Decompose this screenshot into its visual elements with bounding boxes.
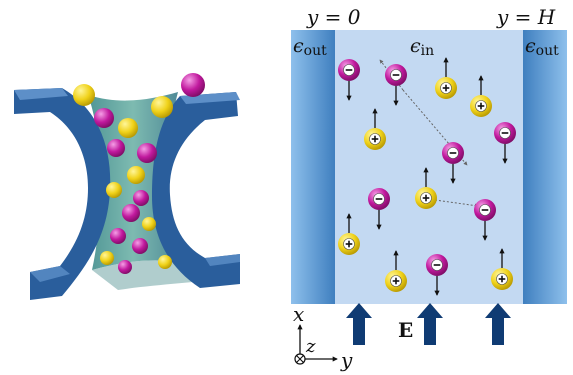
cation-ion <box>364 108 386 150</box>
coordinate-axes <box>294 324 338 365</box>
anion-ion <box>338 59 360 101</box>
pore-wall-right <box>152 92 240 288</box>
label-y-zero: y = 0 <box>307 5 361 29</box>
cation-ion <box>435 57 457 99</box>
anion-ion <box>442 142 464 184</box>
wall-right <box>523 30 567 304</box>
label-eps-out-left: ϵout <box>293 35 327 59</box>
label-eps-in: ϵin <box>410 35 435 59</box>
cation-ion <box>385 250 407 292</box>
label-axis-y: y <box>341 348 353 372</box>
cation-ion <box>491 248 513 290</box>
wall-left <box>291 30 335 304</box>
pore-illustration <box>14 73 240 300</box>
channel-schematic <box>291 30 567 365</box>
field-arrow-3 <box>485 303 511 345</box>
label-field-E: E <box>398 318 414 342</box>
cation-ion <box>415 167 437 209</box>
field-arrow-1 <box>346 303 372 345</box>
anion-ion <box>368 188 390 230</box>
cation-ion <box>470 75 492 117</box>
label-eps-out-right: ϵout <box>525 35 559 59</box>
anion-ion <box>474 199 496 241</box>
pore-wall-left <box>14 88 111 300</box>
anion-ion <box>426 254 448 296</box>
label-axis-x: x <box>293 302 305 326</box>
field-arrow-2 <box>417 303 443 345</box>
anion-ion <box>385 64 407 106</box>
label-axis-z: z <box>306 336 316 357</box>
label-y-H: y = H <box>497 5 556 29</box>
cation-ion <box>338 213 360 255</box>
anion-ion <box>494 122 516 164</box>
